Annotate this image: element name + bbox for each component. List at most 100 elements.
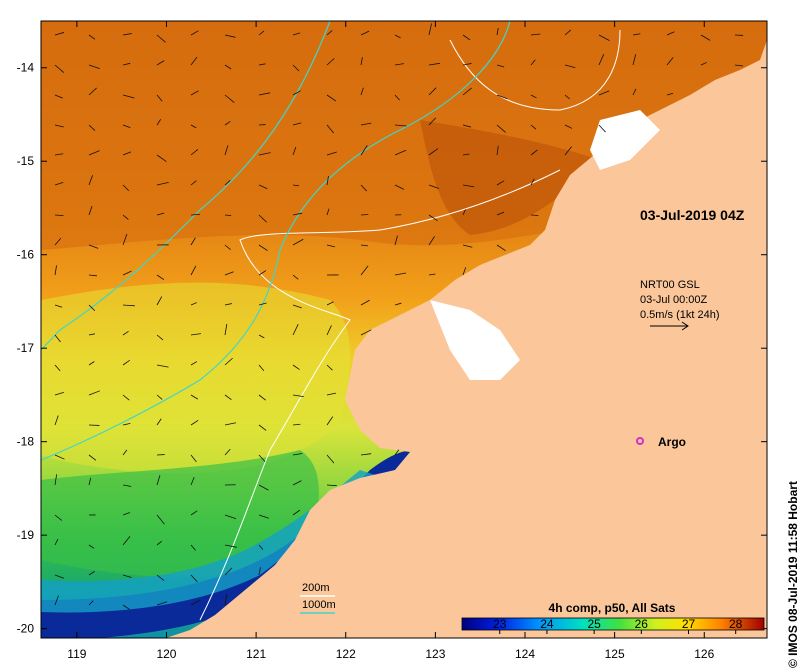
current-vector-arrow-icon xyxy=(326,175,329,186)
current-vector-arrow-icon xyxy=(292,32,301,36)
current-vector-arrow-icon xyxy=(122,124,131,129)
current-vector-arrow-icon xyxy=(224,593,228,606)
current-vector-arrow-icon xyxy=(54,265,57,276)
current-vector-arrow-icon xyxy=(530,59,536,66)
colorbar-title: 4h comp, p50, All Sats xyxy=(549,601,676,615)
x-tick-label: 125 xyxy=(605,647,625,661)
current-vector-arrow-icon xyxy=(292,146,297,156)
colorbar-tick-label: 28 xyxy=(729,617,743,631)
current-vector-arrow-icon xyxy=(122,331,129,336)
current-vector-arrow-icon xyxy=(258,63,266,66)
current-vector-arrow-icon xyxy=(54,364,61,372)
current-vector-arrow-icon xyxy=(598,54,605,66)
current-vector-arrow-icon xyxy=(224,448,231,456)
current-vector-arrow-icon xyxy=(428,184,439,189)
current-vector-arrow-icon xyxy=(598,124,606,133)
current-vector-arrow-icon xyxy=(360,122,372,126)
current-vector-arrow-icon xyxy=(122,304,135,307)
current-vector-arrow-icon xyxy=(360,453,372,456)
current-vector-arrow-icon xyxy=(292,122,302,126)
current-vector-arrow-icon xyxy=(292,394,304,398)
current-vector-arrow-icon xyxy=(292,364,300,370)
current-vector-arrow-icon xyxy=(462,63,472,66)
current-vector-arrow-icon xyxy=(496,211,505,216)
current-vector-arrow-icon xyxy=(190,510,198,516)
current-vector-arrow-icon xyxy=(326,208,330,216)
x-tick-label: 120 xyxy=(156,647,176,661)
current-vector-arrow-icon xyxy=(428,87,437,96)
current-vector-arrow-icon xyxy=(54,474,58,486)
current-vector-arrow-icon xyxy=(88,361,95,366)
credit-text: © IMOS 08-Jul-2019 11:58 Hobart xyxy=(786,481,800,668)
x-tick-label: 126 xyxy=(694,647,714,661)
current-vector-arrow-icon xyxy=(258,454,266,462)
current-vector-arrow-icon xyxy=(156,274,165,281)
current-vector-arrow-icon xyxy=(190,56,198,66)
current-vector-arrow-icon xyxy=(462,124,471,128)
y-tick-label: -16 xyxy=(17,248,35,262)
current-vector-arrow-icon xyxy=(360,299,370,306)
current-vector-arrow-icon xyxy=(496,94,508,100)
current-vector-arrow-icon xyxy=(666,57,674,66)
current-vector-arrow-icon xyxy=(326,124,335,134)
current-vector-arrow-icon xyxy=(394,184,405,190)
current-vector-arrow-icon xyxy=(54,595,59,606)
current-vector-arrow-icon xyxy=(394,94,400,101)
current-vector-arrow-icon xyxy=(462,244,473,248)
current-vector-arrow-icon xyxy=(326,58,335,66)
current-vector-arrow-icon xyxy=(122,394,130,401)
current-vector-arrow-icon xyxy=(122,184,130,192)
current-vector-arrow-icon xyxy=(156,181,169,186)
current-vector-arrow-icon xyxy=(122,151,132,156)
current-vector-arrow-icon xyxy=(564,124,573,129)
current-vector-arrow-icon xyxy=(156,60,165,66)
current-legend-line2: 03-Jul 00:00Z xyxy=(640,294,708,306)
x-tick-label: 121 xyxy=(246,647,266,661)
current-vector-arrow-icon xyxy=(54,124,64,128)
current-vector-arrow-icon xyxy=(258,214,267,223)
current-vector-arrow-icon xyxy=(292,64,300,72)
current-vector-arrow-icon xyxy=(326,416,334,426)
current-vector-arrow-icon xyxy=(530,33,541,36)
current-vector-arrow-icon xyxy=(428,273,436,276)
current-vector-arrow-icon xyxy=(122,62,131,66)
current-vector-arrow-icon xyxy=(122,359,130,366)
current-vector-arrow-icon xyxy=(360,184,368,192)
current-vector-arrow-icon xyxy=(224,145,229,156)
current-vector-arrow-icon xyxy=(156,514,165,525)
current-scale-arrow-icon xyxy=(650,321,689,331)
current-vector-arrow-icon xyxy=(190,599,201,606)
current-vector-arrow-icon xyxy=(156,94,163,102)
current-vector-arrow-icon xyxy=(530,149,538,156)
current-vector-arrow-icon xyxy=(326,454,335,464)
current-vector-arrow-icon xyxy=(462,267,467,276)
current-vector-arrow-icon xyxy=(54,304,63,308)
y-tick-label: -18 xyxy=(17,435,35,449)
current-vector-arrow-icon xyxy=(54,237,62,246)
current-vector-arrow-icon xyxy=(122,484,132,487)
current-vector-arrow-icon xyxy=(258,364,265,371)
current-vector-arrow-icon xyxy=(394,63,404,66)
current-vector-arrow-icon xyxy=(394,34,401,39)
colorbar-tick-label: 23 xyxy=(493,617,507,631)
current-vector-arrow-icon xyxy=(292,509,301,516)
current-vector-arrow-icon xyxy=(258,544,264,550)
current-vector-arrow-icon xyxy=(394,149,407,156)
current-vector-arrow-icon xyxy=(394,272,407,276)
sst-green-region xyxy=(41,450,319,577)
current-vector-arrow-icon xyxy=(190,302,197,306)
current-vector-arrow-icon xyxy=(598,90,610,96)
current-vector-arrow-icon xyxy=(54,514,63,521)
x-tick-label: 119 xyxy=(67,647,86,661)
current-vector-arrow-icon xyxy=(122,574,132,578)
current-vector-arrow-icon xyxy=(428,148,439,156)
current-vector-arrow-icon xyxy=(122,233,128,246)
current-vector-arrow-icon xyxy=(496,180,505,186)
sst-hot-region xyxy=(420,120,600,235)
current-vector-arrow-icon xyxy=(292,423,301,426)
current-vector-arrow-icon xyxy=(292,480,302,486)
x-axis: 119 120 121 122 123 124 125 126 xyxy=(67,21,715,661)
current-vector-arrow-icon xyxy=(462,184,475,188)
current-vector-arrow-icon xyxy=(292,90,301,96)
current-vector-arrow-icon xyxy=(88,600,94,606)
